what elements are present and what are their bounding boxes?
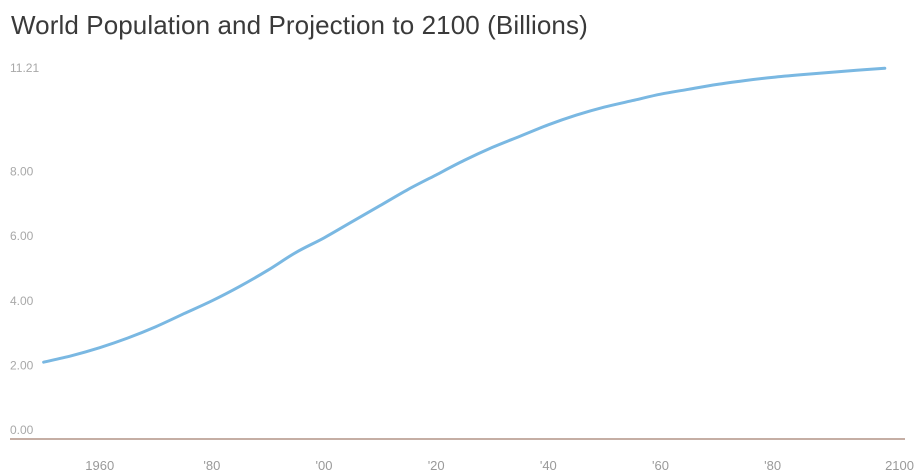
x-tick-label: '00	[316, 458, 333, 473]
x-tick-label: '20	[428, 458, 445, 473]
chart-title: World Population and Projection to 2100 …	[11, 10, 588, 40]
x-tick-label: 2100	[885, 458, 914, 473]
y-tick-label: 2.00	[10, 358, 34, 372]
y-tick-label: 4.00	[10, 294, 34, 308]
y-tick-label: 8.00	[10, 165, 34, 179]
x-tick-label: '40	[540, 458, 557, 473]
x-tick-label: '80	[203, 458, 220, 473]
x-tick-label: '80	[764, 458, 781, 473]
x-tick-label: 1960	[85, 458, 114, 473]
y-tick-label: 11.21	[10, 61, 39, 75]
y-tick-label: 6.00	[10, 229, 34, 243]
y-axis-ticks: 0.00 2.00 4.00 6.00 8.00 11.21	[10, 61, 39, 437]
x-tick-label: '60	[652, 458, 669, 473]
y-tick-label: 0.00	[10, 423, 34, 437]
population-line	[42, 66, 887, 364]
x-axis-ticks: 1960 '80 '00 '20 '40 '60 '80 2100	[85, 458, 914, 473]
